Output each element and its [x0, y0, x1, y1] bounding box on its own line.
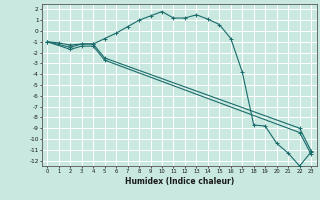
X-axis label: Humidex (Indice chaleur): Humidex (Indice chaleur) [124, 177, 234, 186]
